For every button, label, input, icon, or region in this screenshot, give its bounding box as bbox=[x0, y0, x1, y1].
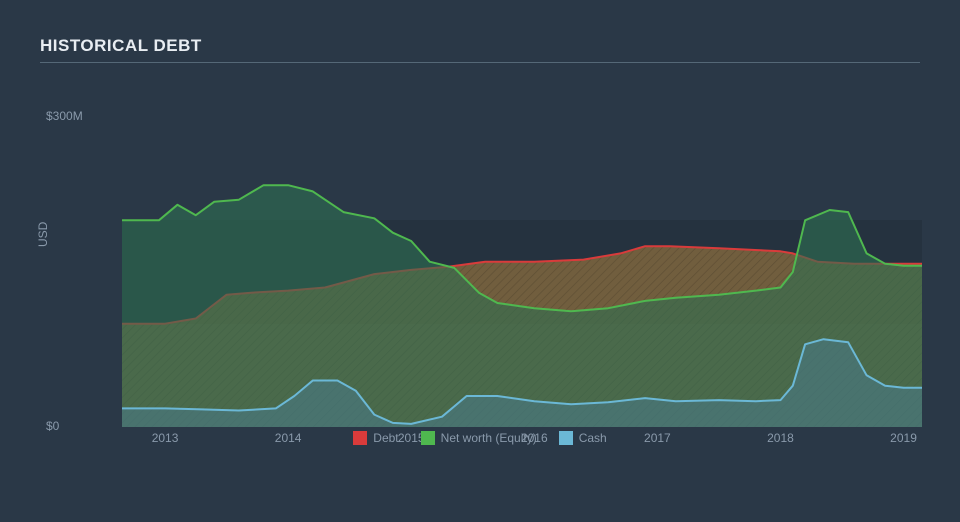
legend-item: Debt bbox=[353, 431, 398, 445]
chart-card: HISTORICAL DEBT USD $300M $0 20132014201… bbox=[0, 0, 960, 522]
legend-label: Debt bbox=[373, 431, 398, 445]
plot-region bbox=[122, 117, 922, 427]
title-row: HISTORICAL DEBT bbox=[40, 36, 920, 56]
legend-item: Net worth (Equity) bbox=[421, 431, 537, 445]
title-underline bbox=[40, 62, 920, 63]
legend-swatch bbox=[559, 431, 573, 445]
legend-swatch bbox=[421, 431, 435, 445]
chart-area: USD $300M $0 201320142015201620172018201… bbox=[40, 81, 920, 461]
legend-label: Cash bbox=[579, 431, 607, 445]
y-tick-top: $300M bbox=[46, 109, 83, 123]
chart-title: HISTORICAL DEBT bbox=[40, 36, 920, 56]
legend-label: Net worth (Equity) bbox=[441, 431, 537, 445]
y-axis-label: USD bbox=[36, 222, 50, 247]
legend-item: Cash bbox=[559, 431, 607, 445]
legend-swatch bbox=[353, 431, 367, 445]
series-layer bbox=[122, 117, 922, 427]
legend: Debt Net worth (Equity) Cash bbox=[40, 431, 920, 445]
